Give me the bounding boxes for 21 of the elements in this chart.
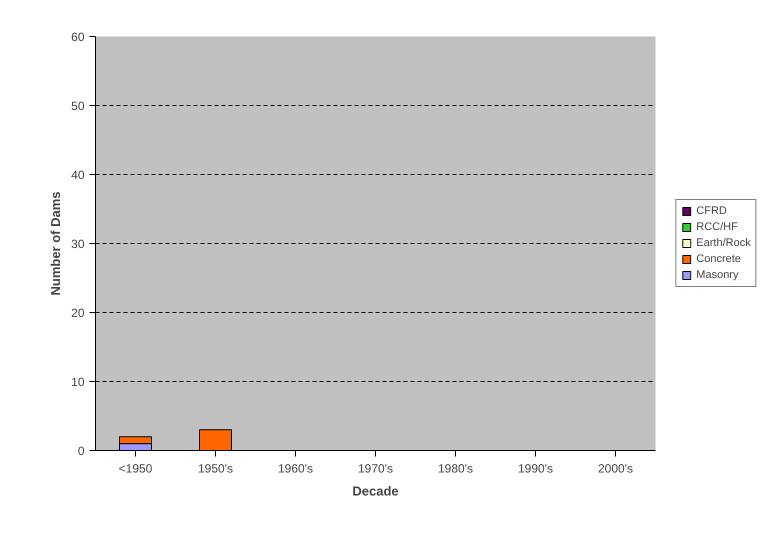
legend-label: Earth/Rock — [696, 237, 751, 249]
y-tick-label: 40 — [71, 168, 85, 182]
y-tick-label: 50 — [71, 99, 85, 113]
x-tick-label: 1970's — [358, 462, 394, 476]
y-axis-title: Number of Dams — [48, 191, 64, 296]
x-axis-title: Decade — [352, 484, 399, 498]
x-tick-label: 1980's — [438, 462, 474, 476]
y-tick-label: 0 — [78, 444, 85, 458]
y-tick-label: 60 — [71, 30, 85, 44]
x-tick-label: 2000's — [598, 462, 634, 476]
legend-label: Masonry — [696, 269, 738, 281]
legend-label: CFRD — [696, 205, 727, 217]
y-tick-label: 30 — [71, 237, 85, 251]
legend-label: RCC/HF — [696, 221, 738, 233]
x-tick-label: 1950's — [198, 462, 234, 476]
x-tick-label: <1950 — [118, 462, 153, 476]
y-tick-label: 10 — [71, 375, 85, 389]
x-tick-label: 1990's — [518, 462, 554, 476]
y-tick-label: 20 — [71, 306, 85, 320]
x-tick-label: 1960's — [278, 462, 314, 476]
legend-label: Concrete — [696, 253, 741, 265]
